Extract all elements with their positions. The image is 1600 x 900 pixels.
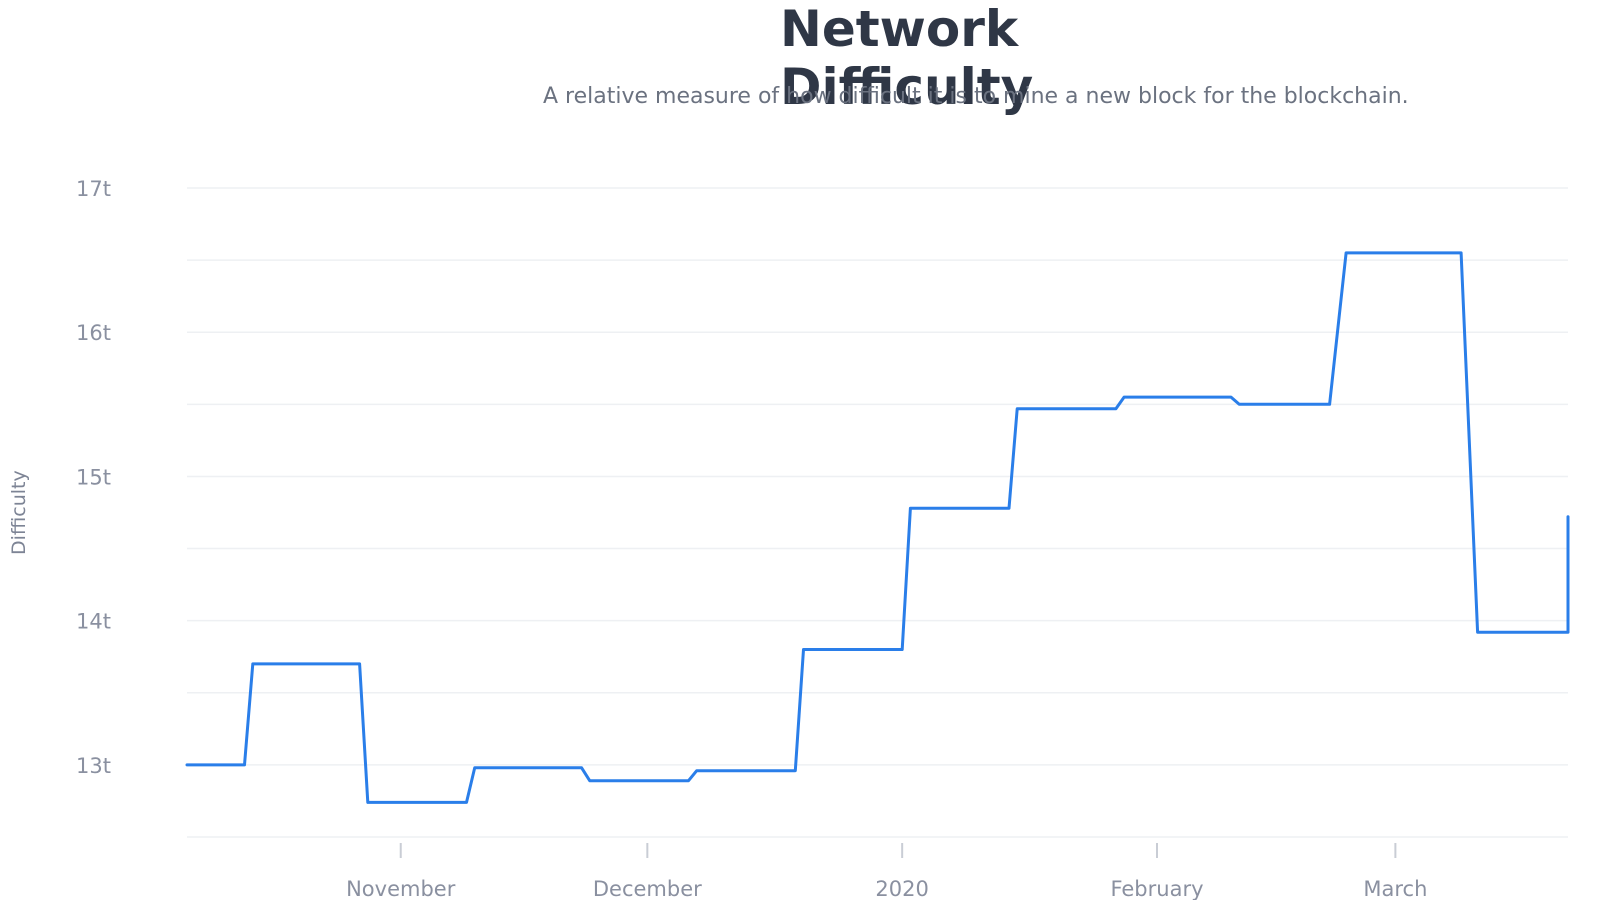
y-tick-label: 17t: [76, 177, 111, 201]
chart-title: Network Difficulty: [780, 0, 1034, 116]
x-tick-label: December: [593, 877, 702, 900]
x-tick-label: November: [346, 877, 456, 900]
chart-subtitle: A relative measure of how difficult it i…: [543, 84, 1409, 109]
x-tick-label: February: [1110, 877, 1203, 900]
y-tick-label: 16t: [76, 321, 111, 345]
x-tick-label: 2020: [875, 877, 928, 900]
difficulty-series-line: [185, 251, 1570, 804]
y-tick-label: 14t: [76, 610, 111, 634]
y-tick-label: 15t: [76, 465, 111, 489]
x-tick-label: March: [1363, 877, 1427, 900]
y-tick-label: 13t: [76, 754, 111, 778]
